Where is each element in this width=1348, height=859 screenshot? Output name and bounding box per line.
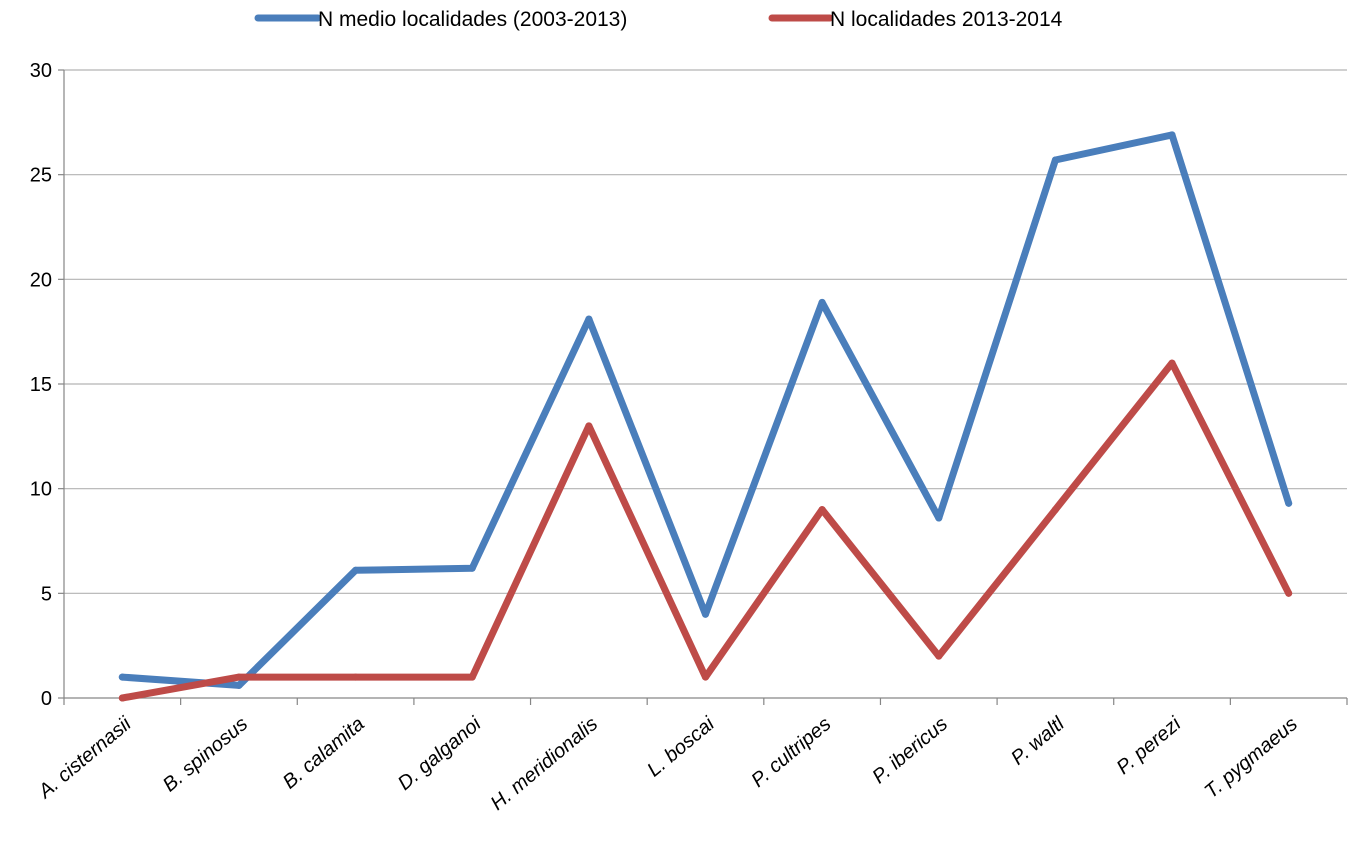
- series-line-2: [118, 359, 1293, 702]
- x-tick-label: P. cultripes: [747, 713, 835, 792]
- x-tick-label: A. cisternasii: [34, 713, 136, 804]
- data-point-series-1: [818, 298, 826, 306]
- data-point-series-1: [235, 681, 243, 689]
- data-point-series-2: [818, 506, 826, 514]
- x-tick-label: B. calamita: [279, 713, 369, 793]
- x-tick-label: D. galganoi: [394, 713, 486, 795]
- data-point-series-1: [702, 610, 709, 618]
- data-point-series-1: [935, 514, 943, 522]
- y-tick-label: 25: [30, 165, 52, 187]
- x-tick-label: P. waltl: [1007, 713, 1069, 770]
- x-tick-label: H. meridionalis: [487, 713, 602, 815]
- y-tick-label: 30: [30, 60, 52, 82]
- data-point-series-2: [1168, 359, 1176, 367]
- legend-label-series-2: N localidades 2013-2014: [830, 8, 1063, 31]
- data-point-series-2: [235, 673, 243, 681]
- legend: N medio localidades (2003-2013) N locali…: [254, 8, 1063, 31]
- data-point-series-2: [118, 694, 126, 702]
- data-point-series-2: [1285, 589, 1293, 597]
- y-tick-label: 5: [41, 583, 52, 605]
- series-line-1: [118, 131, 1293, 689]
- y-tick-label: 10: [30, 479, 52, 501]
- data-point-series-1: [1051, 156, 1059, 164]
- data-point-series-2: [468, 673, 476, 681]
- data-point-series-2: [935, 652, 943, 660]
- data-point-series-1: [585, 315, 593, 323]
- data-point-series-1: [1285, 499, 1293, 507]
- x-tick-label: L. boscai: [643, 713, 719, 782]
- legend-label-series-1: N medio localidades (2003-2013): [318, 8, 627, 31]
- y-axis-ticks: 0 5 10 15 20 25 30: [30, 60, 64, 710]
- data-point-series-2: [352, 673, 360, 681]
- series-lines: [118, 131, 1293, 702]
- y-tick-label: 20: [30, 269, 52, 291]
- x-tick-label: P. ibericus: [868, 713, 952, 788]
- gridlines: [64, 69, 1347, 594]
- x-axis-ticks: A. cisternasii B. spinosus B. calamita D. g…: [34, 698, 1348, 815]
- data-point-series-2: [1051, 506, 1059, 514]
- x-tick-label: T. pygmaeus: [1201, 713, 1302, 803]
- x-tick-label: B. spinosus: [159, 713, 252, 796]
- data-point-series-1: [118, 673, 126, 681]
- data-point-series-1: [1168, 131, 1176, 139]
- data-point-series-2: [585, 422, 593, 430]
- x-tick-label: P. perezi: [1113, 713, 1186, 779]
- data-point-series-2: [702, 673, 709, 681]
- data-point-series-1: [468, 564, 476, 572]
- y-tick-label: 15: [30, 374, 52, 396]
- data-point-series-1: [352, 566, 360, 574]
- y-tick-label: 0: [41, 688, 52, 710]
